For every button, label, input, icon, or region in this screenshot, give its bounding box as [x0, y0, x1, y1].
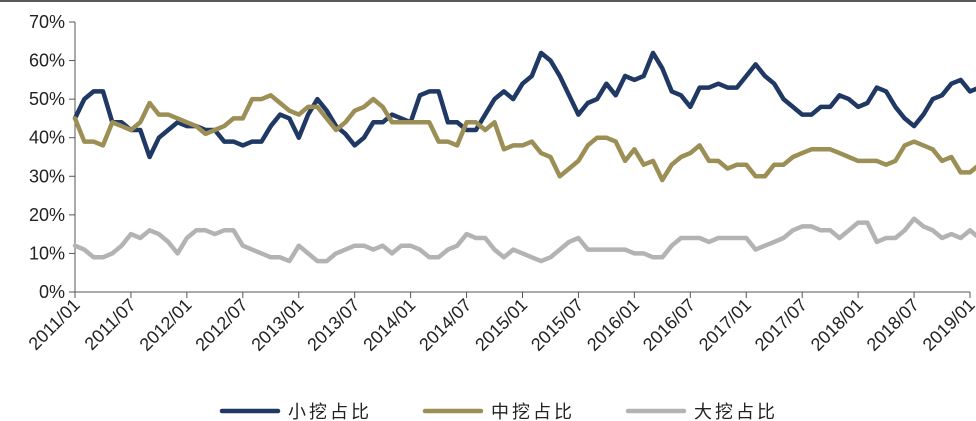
x-tick-label: 2011/01: [25, 295, 84, 354]
series-line-1: [72, 93, 976, 183]
x-tick-label: 2014/07: [415, 295, 475, 355]
legend-label-0: 小挖占比: [288, 402, 372, 421]
y-tick-label: 0%: [39, 282, 65, 302]
legend-label-2: 大挖占比: [694, 402, 778, 421]
series-line-2: [72, 216, 976, 264]
legend: 小挖占比 中挖占比 大挖占比: [219, 402, 778, 421]
x-tick-label: 2013/07: [303, 295, 363, 355]
x-tick-label: 2012/01: [136, 295, 196, 355]
x-tick-label: 2016/07: [639, 295, 699, 355]
x-tick-label: 2017/01: [695, 295, 755, 355]
x-tick-label: 2018/01: [807, 295, 867, 355]
x-tick-label: 2017/07: [751, 295, 811, 355]
y-tick-label: 10%: [29, 243, 65, 263]
y-tick-label: 20%: [29, 205, 65, 225]
y-tick-label: 50%: [29, 89, 65, 109]
y-tick-label: 40%: [29, 128, 65, 148]
y-tick-label: 70%: [29, 12, 65, 32]
x-tick-label: 2018/07: [863, 295, 923, 355]
series-line-0: [72, 50, 976, 160]
x-axis: 2011/012011/072012/012012/072013/012013/…: [25, 291, 976, 355]
x-tick-label: 2013/01: [247, 295, 307, 355]
x-tick-label: 2016/01: [583, 295, 643, 355]
legend-label-1: 中挖占比: [491, 402, 575, 421]
y-tick-label: 60%: [29, 51, 65, 71]
x-tick-label: 2015/01: [471, 295, 531, 355]
y-tick-label: 30%: [29, 166, 65, 186]
x-tick-label: 2019/01: [919, 295, 976, 355]
x-tick-label: 2012/07: [191, 295, 251, 355]
series-layer: [72, 50, 976, 264]
x-tick-label: 2011/07: [81, 295, 140, 354]
y-axis: 0% 10% 20% 30% 40% 50% 60% 70%: [29, 12, 76, 302]
x-tick-label: 2015/07: [527, 295, 587, 355]
x-tick-label: 2014/01: [359, 295, 419, 355]
